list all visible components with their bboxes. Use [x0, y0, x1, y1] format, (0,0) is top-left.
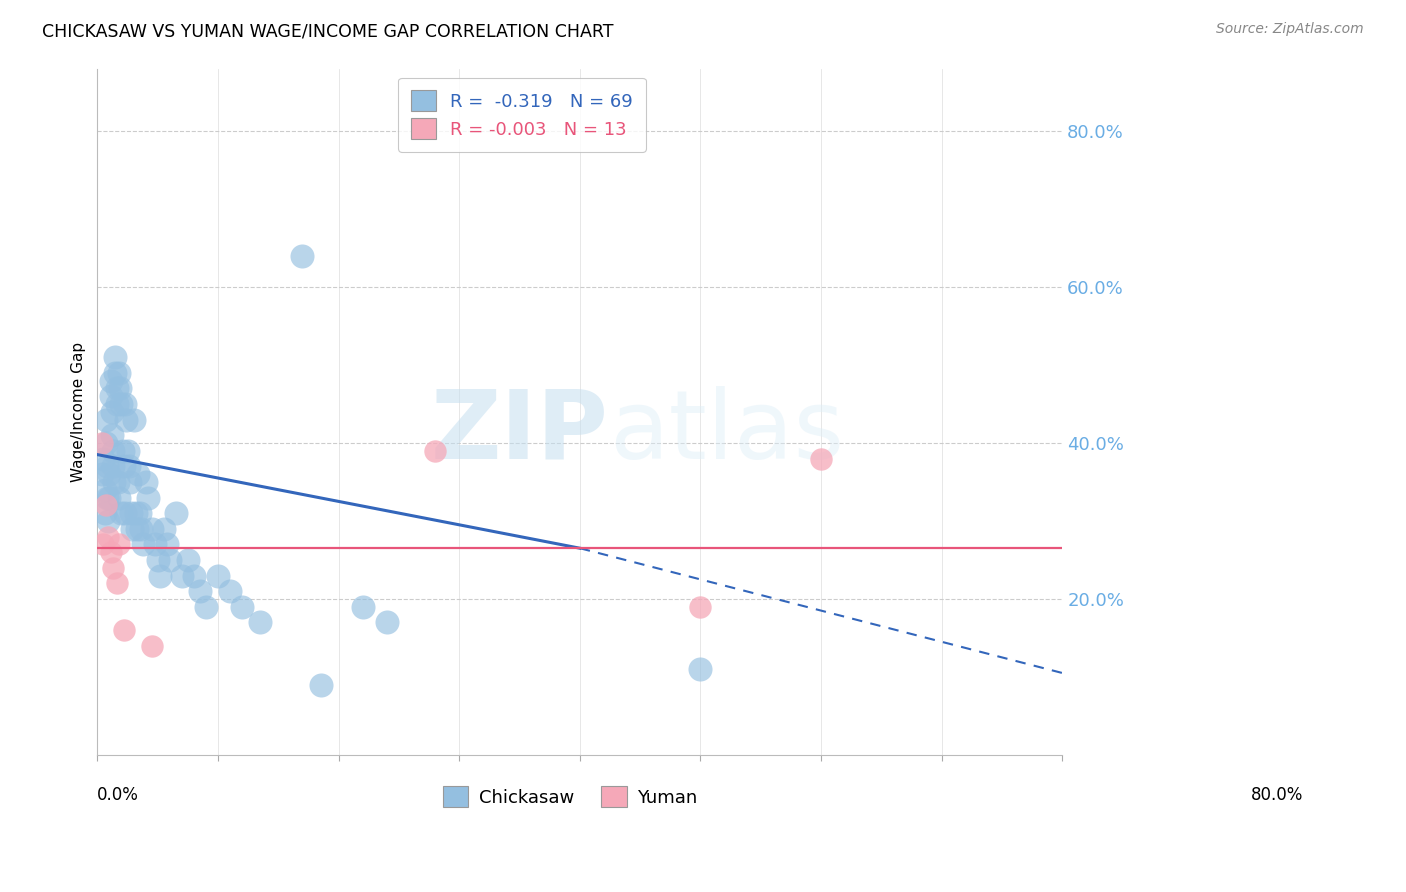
Point: [105, 397, 128, 411]
Point: [93, 483, 115, 497]
Point: [98, 491, 121, 505]
Point: [110, 397, 132, 411]
Point: [108, 491, 131, 505]
Point: [98, 467, 121, 482]
Point: [194, 599, 217, 614]
Point: [103, 475, 125, 489]
Point: [118, 475, 141, 489]
Point: [159, 553, 181, 567]
Point: [112, 623, 135, 637]
Point: [128, 506, 150, 520]
Point: [219, 584, 242, 599]
Point: [100, 374, 122, 388]
Point: [118, 459, 141, 474]
Point: [149, 568, 172, 582]
Point: [105, 381, 128, 395]
Point: [188, 584, 211, 599]
Point: [689, 599, 711, 614]
Point: [91, 467, 114, 482]
Point: [122, 412, 145, 426]
Point: [115, 412, 138, 426]
Point: [375, 615, 398, 630]
Point: [108, 537, 131, 551]
Point: [141, 522, 163, 536]
Text: CHICKASAW VS YUMAN WAGE/INCOME GAP CORRELATION CHART: CHICKASAW VS YUMAN WAGE/INCOME GAP CORRE…: [42, 22, 613, 40]
Point: [810, 451, 832, 466]
Point: [110, 381, 132, 395]
Point: [309, 678, 332, 692]
Point: [129, 522, 152, 536]
Point: [94, 498, 117, 512]
Point: [249, 615, 271, 630]
Point: [94, 436, 117, 450]
Text: 80.0%: 80.0%: [1251, 786, 1303, 804]
Point: [107, 475, 129, 489]
Text: atlas: atlas: [609, 386, 844, 479]
Point: [177, 553, 200, 567]
Point: [97, 514, 120, 528]
Point: [110, 506, 132, 520]
Point: [152, 522, 174, 536]
Point: [156, 537, 179, 551]
Point: [97, 529, 120, 543]
Point: [104, 350, 127, 364]
Point: [114, 506, 136, 520]
Point: [101, 428, 124, 442]
Point: [183, 568, 205, 582]
Point: [170, 568, 193, 582]
Point: [100, 389, 122, 403]
Point: [165, 506, 187, 520]
Point: [91, 436, 114, 450]
Point: [101, 443, 124, 458]
Point: [132, 537, 155, 551]
Point: [93, 506, 115, 520]
Point: [101, 560, 124, 574]
Point: [125, 506, 148, 520]
Point: [105, 576, 128, 591]
Point: [114, 397, 136, 411]
Point: [94, 412, 117, 426]
Point: [93, 451, 115, 466]
Point: [291, 249, 314, 263]
Point: [121, 522, 143, 536]
Point: [96, 491, 118, 505]
Point: [111, 443, 134, 458]
Point: [104, 366, 127, 380]
Point: [93, 537, 115, 551]
Legend: Chickasaw, Yuman: Chickasaw, Yuman: [436, 780, 704, 814]
Point: [127, 467, 149, 482]
Y-axis label: Wage/Income Gap: Wage/Income Gap: [72, 342, 86, 482]
Point: [108, 366, 131, 380]
Point: [120, 506, 142, 520]
Point: [127, 522, 149, 536]
Point: [207, 568, 229, 582]
Point: [143, 537, 166, 551]
Text: ZIP: ZIP: [430, 386, 609, 479]
Point: [146, 553, 169, 567]
Point: [231, 599, 253, 614]
Point: [135, 475, 157, 489]
Point: [423, 443, 446, 458]
Point: [112, 459, 135, 474]
Point: [117, 443, 139, 458]
Point: [100, 545, 122, 559]
Text: Source: ZipAtlas.com: Source: ZipAtlas.com: [1216, 22, 1364, 37]
Text: 0.0%: 0.0%: [97, 786, 139, 804]
Point: [141, 639, 163, 653]
Point: [101, 459, 124, 474]
Point: [689, 662, 711, 676]
Point: [352, 599, 374, 614]
Point: [96, 459, 118, 474]
Point: [101, 405, 124, 419]
Point: [136, 491, 159, 505]
